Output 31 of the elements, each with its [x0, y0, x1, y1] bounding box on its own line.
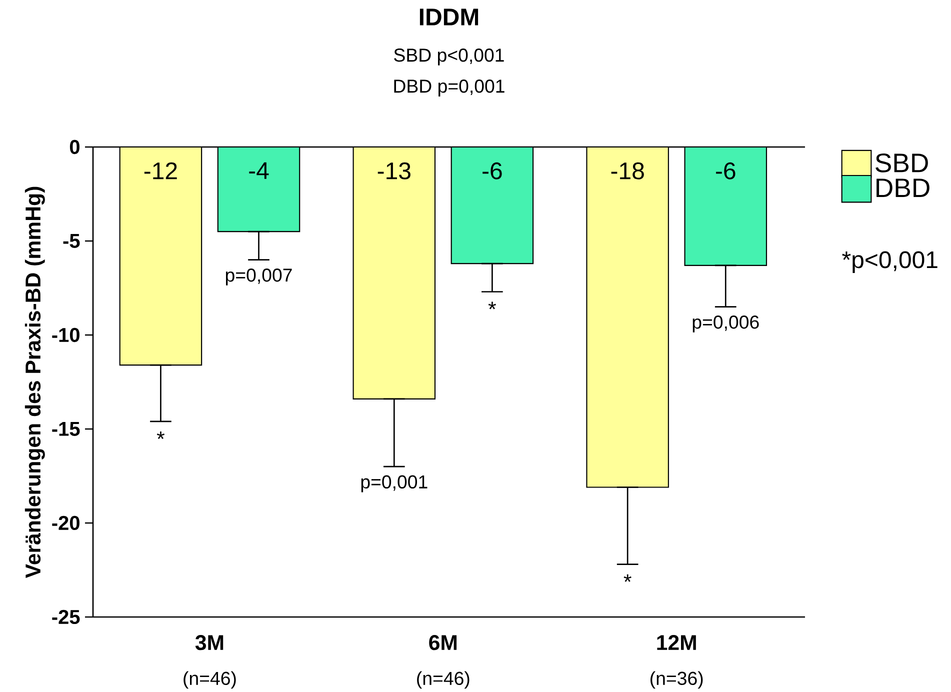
text: (n=46)	[184, 671, 236, 689]
x-tick-label: 12M	[657, 635, 696, 650]
y-tick-label: -15	[52, 422, 80, 436]
annotation: p=0,007	[226, 268, 292, 286]
annotation: p=0,001	[361, 475, 428, 492]
y-tick-label: -25	[52, 610, 80, 624]
x-tick-label: 3M	[195, 635, 224, 650]
text: (n=36)	[650, 671, 703, 689]
y-tick-label: 0	[70, 140, 80, 154]
chart-title: IDDM	[420, 8, 478, 26]
annotation: *	[488, 302, 496, 310]
y-axis-title: Veränderungen des Praxis-BD (mmHg)	[24, 186, 45, 578]
legend-label: DBD	[876, 178, 930, 198]
data-label: -13	[378, 162, 410, 180]
text: *p<0,001	[842, 251, 938, 274]
y-tick-label: -5	[63, 234, 80, 248]
annotation: *	[156, 432, 165, 439]
x-tick-label: 6M	[429, 635, 457, 650]
y-tick-label: -10	[52, 328, 80, 342]
data-label: -4	[249, 162, 269, 179]
text: (n=46)	[417, 671, 470, 689]
text: DBD p=0,001	[394, 80, 504, 96]
y-tick-label: -20	[52, 516, 80, 530]
data-label: -6	[716, 162, 736, 180]
annotation: p=0,006	[692, 315, 759, 332]
legend-label: SBD	[876, 153, 928, 172]
annotation: *	[624, 574, 632, 582]
data-label: -12	[144, 162, 177, 180]
chart-subtitle: SBD p<0,001	[394, 48, 504, 66]
data-label: -18	[611, 162, 644, 180]
data-label: -6	[482, 162, 502, 180]
